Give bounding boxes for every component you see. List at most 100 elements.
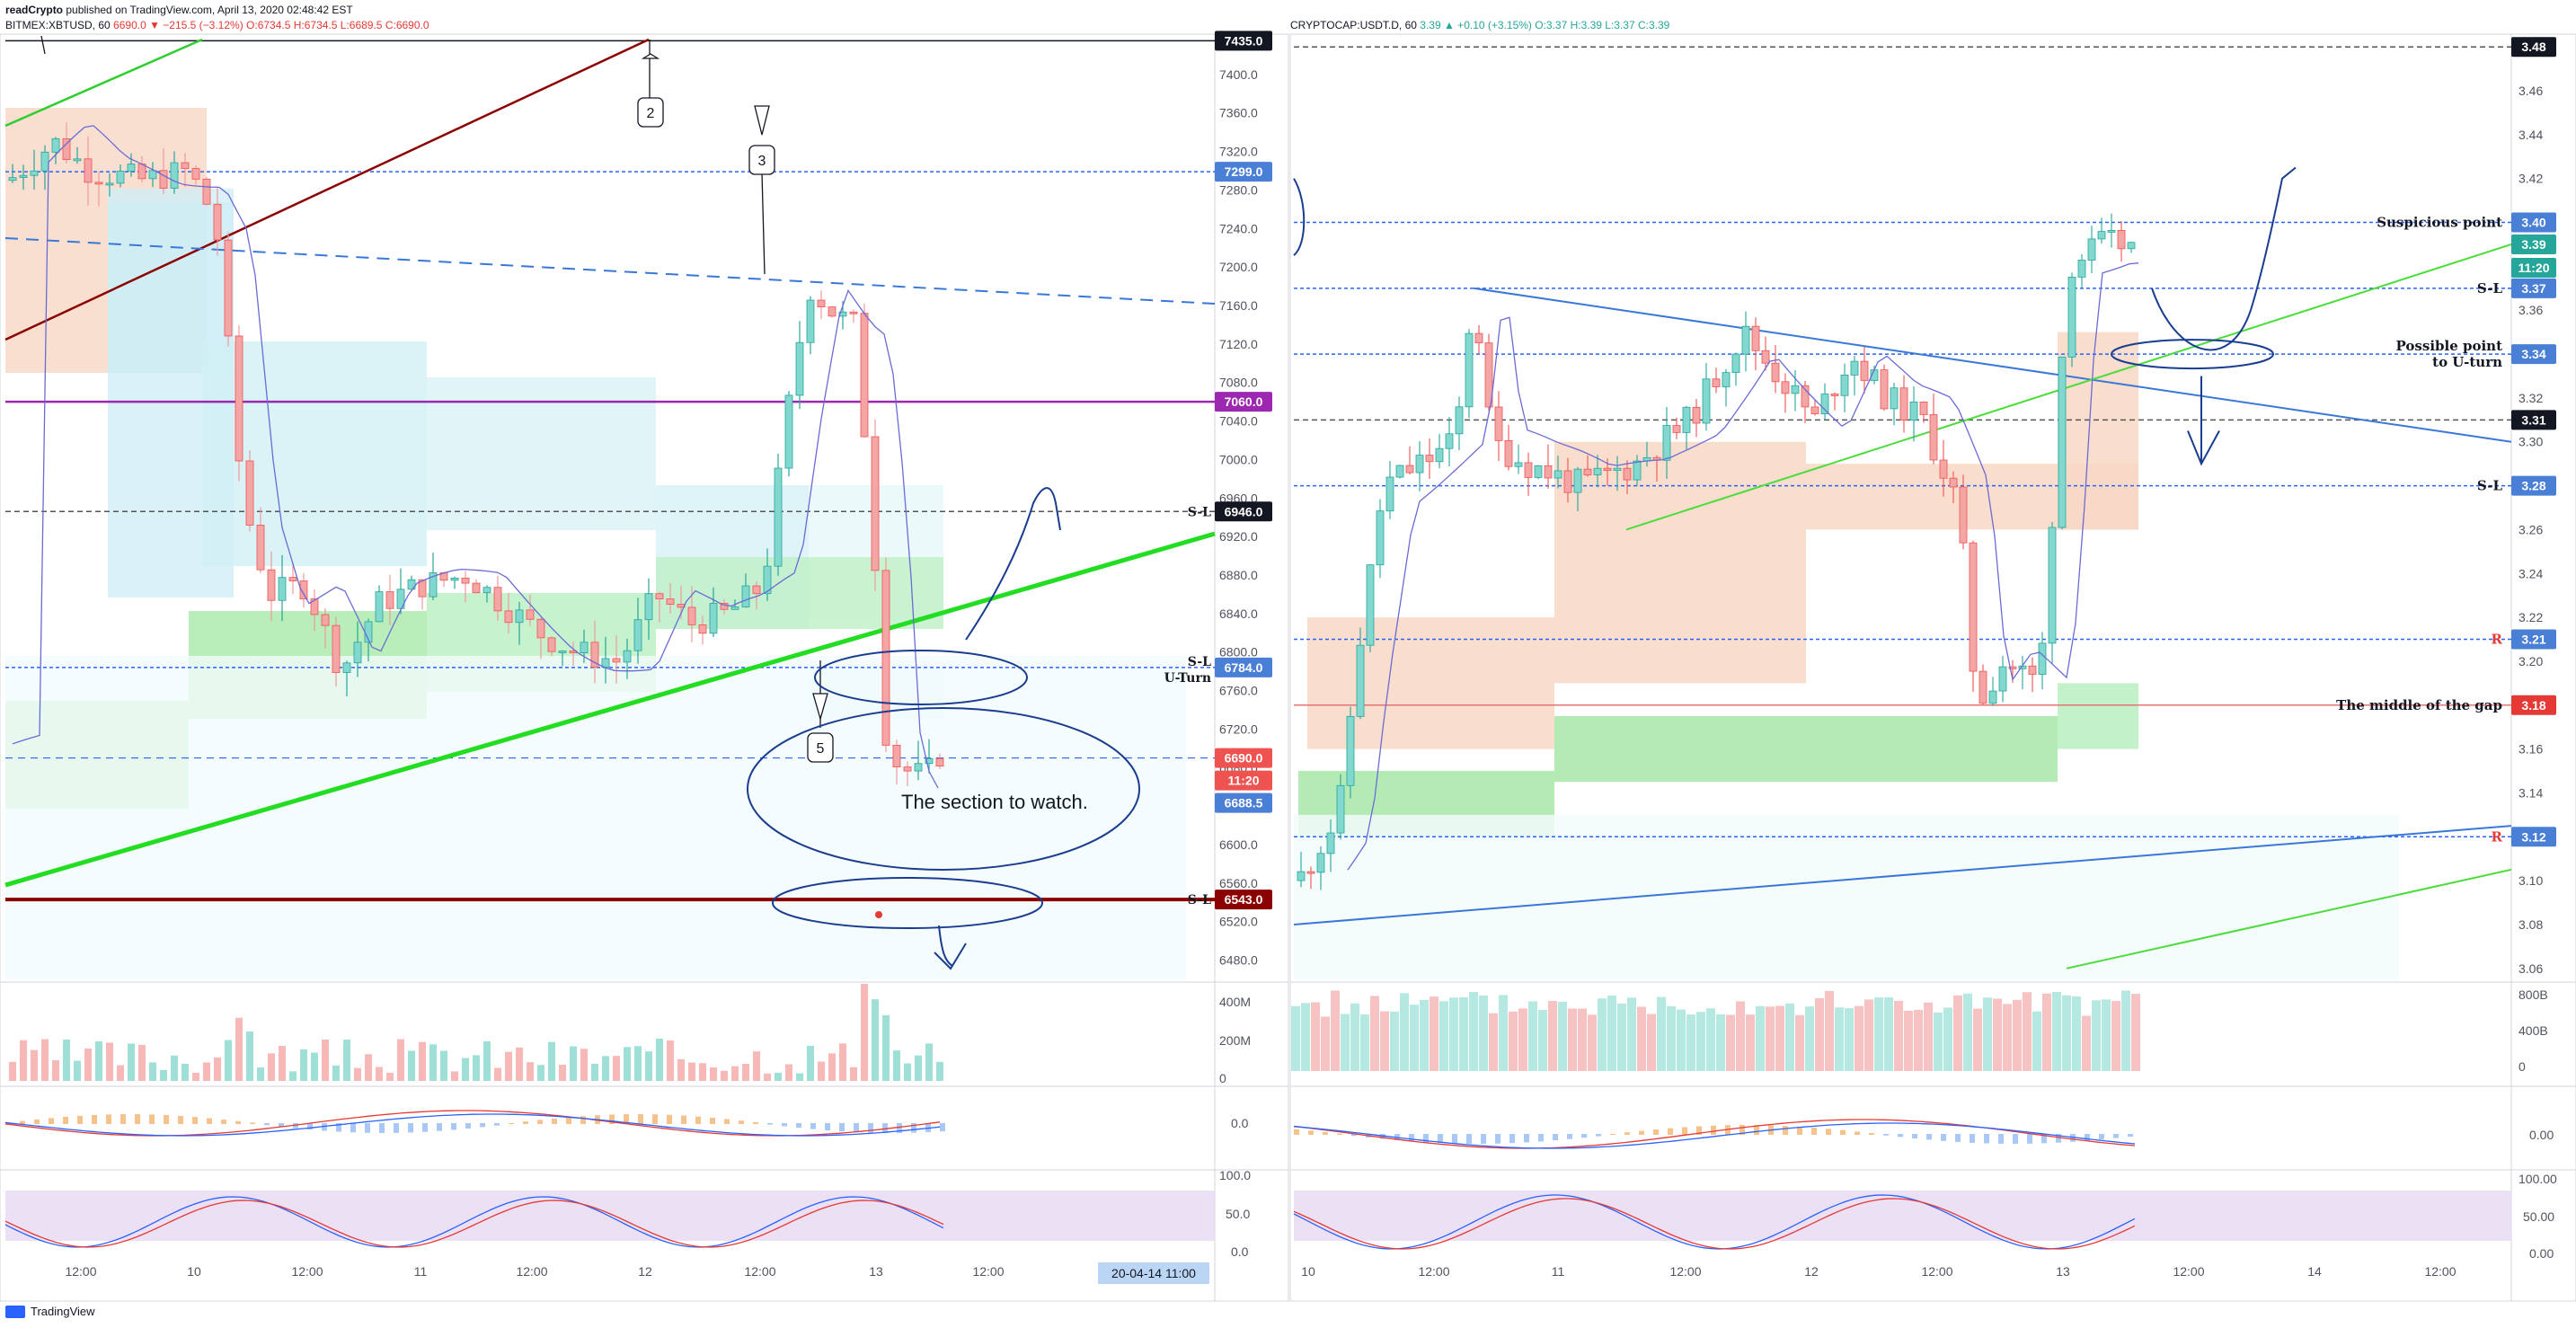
left-volume-bar xyxy=(354,1067,361,1081)
candle-body xyxy=(1722,372,1731,387)
left-volume-bar xyxy=(473,1055,480,1081)
right-volume-bar xyxy=(1528,1001,1537,1071)
left-macd-hist xyxy=(465,1123,471,1129)
candle-body xyxy=(1316,853,1325,873)
left-volume-bar xyxy=(128,1043,135,1081)
candle-body xyxy=(871,436,880,571)
left-macd-hist xyxy=(854,1123,859,1133)
candle xyxy=(1722,368,1731,407)
right-macd-hist xyxy=(1581,1134,1587,1138)
right-volume-bar xyxy=(2131,994,2140,1071)
candle-body xyxy=(1781,381,1790,394)
right-y-tick: 3.14 xyxy=(2518,785,2543,800)
candle xyxy=(666,583,675,615)
candle-body xyxy=(19,174,28,178)
candle-body xyxy=(2038,642,2047,675)
candle xyxy=(94,171,103,207)
left-macd-hist xyxy=(724,1119,730,1124)
candle xyxy=(817,290,826,320)
candle xyxy=(170,151,179,194)
candle-body xyxy=(1959,486,1968,544)
candle xyxy=(2067,272,2076,367)
candle-body xyxy=(1929,414,1938,461)
candle xyxy=(278,554,287,622)
candle xyxy=(256,507,265,573)
left-volume-bar xyxy=(246,1031,253,1081)
candle-body xyxy=(2067,277,2076,358)
left-volume-bar xyxy=(419,1041,426,1081)
left-y-tick: 7120.0 xyxy=(1219,337,1258,351)
candle-body xyxy=(1544,465,1553,479)
right-volume-bar xyxy=(1815,997,1824,1071)
candle-body xyxy=(881,570,890,746)
candle-body xyxy=(202,178,211,205)
candle xyxy=(1810,399,1819,416)
candle-body xyxy=(1445,433,1454,449)
left-volume-bar xyxy=(516,1047,523,1081)
candle xyxy=(1524,452,1533,496)
right-x-tick: 12:00 xyxy=(2424,1264,2456,1279)
right-macd-hist xyxy=(1509,1134,1515,1144)
candle-body xyxy=(1731,353,1740,374)
candle-body xyxy=(741,585,750,607)
left-volume-bar xyxy=(570,1046,577,1081)
left-volume-bar xyxy=(785,1064,792,1081)
candle-body xyxy=(1682,406,1691,433)
left-macd-hist xyxy=(897,1123,902,1133)
left-ichimoku-cloud xyxy=(656,557,943,629)
candle-body xyxy=(1850,360,1859,376)
right-rsi-tick: 0.00 xyxy=(2529,1246,2554,1261)
left-volume-bar xyxy=(408,1050,415,1081)
candle xyxy=(8,164,17,183)
candle-body xyxy=(310,598,319,615)
right-macd-hist xyxy=(1653,1129,1659,1135)
right-volume-bar xyxy=(1775,1005,1784,1071)
candle xyxy=(580,629,589,663)
right-y-tick: 3.44 xyxy=(2518,128,2543,142)
left-volume-bar xyxy=(634,1046,642,1081)
left-macd-hist xyxy=(149,1114,155,1124)
left-macd-hist xyxy=(652,1114,658,1124)
right-price-tag: 3.12 xyxy=(2521,829,2545,844)
candle xyxy=(1405,446,1414,475)
right-volume-bar xyxy=(1953,995,1962,1071)
candle-body xyxy=(2077,260,2086,278)
right-volume-bar xyxy=(1716,1014,1725,1071)
right-volume-bar xyxy=(1835,1007,1844,1071)
candle xyxy=(1534,465,1543,480)
left-price-tag: 7435.0 xyxy=(1225,33,1263,48)
candle-body xyxy=(547,637,556,652)
candle xyxy=(1998,655,2007,703)
left-date-box-bg xyxy=(1098,1262,1209,1284)
right-volume-bar xyxy=(1449,997,1458,1071)
left-y-tick: 7400.0 xyxy=(1219,67,1258,82)
right-macd-hist xyxy=(1883,1134,1889,1136)
left-y-tick: 7360.0 xyxy=(1219,106,1258,120)
candle xyxy=(1297,852,1306,888)
right-macd-hist xyxy=(1898,1134,1903,1138)
candle xyxy=(1474,324,1483,355)
candle-body xyxy=(2028,665,2037,675)
candle xyxy=(752,581,761,610)
right-macd-hist xyxy=(2099,1134,2104,1140)
left-volume-bar xyxy=(807,1046,814,1081)
candle xyxy=(1771,344,1780,394)
candle-body xyxy=(612,658,621,663)
candle-body xyxy=(407,579,416,590)
candle-body xyxy=(1415,455,1424,474)
left-rsi-tick: 100.0 xyxy=(1219,1168,1251,1182)
right-volume-bar xyxy=(1350,1003,1359,1071)
right-volume-bar xyxy=(1479,995,1488,1071)
right-volume-bar xyxy=(1756,1005,1765,1071)
author-name[interactable]: readCrypto xyxy=(5,4,64,16)
candle xyxy=(1959,474,1968,550)
left-macd-hist xyxy=(681,1115,686,1124)
right-volume-bar xyxy=(1558,1002,1567,1071)
tradingview-brand[interactable]: TradingView xyxy=(5,1305,95,1318)
right-volume-bar xyxy=(2003,1004,2012,1071)
candle xyxy=(2028,657,2037,693)
left-volume-bar xyxy=(63,1039,70,1081)
candle-body xyxy=(1998,666,2007,692)
right-volume-bar xyxy=(1805,1006,1814,1071)
